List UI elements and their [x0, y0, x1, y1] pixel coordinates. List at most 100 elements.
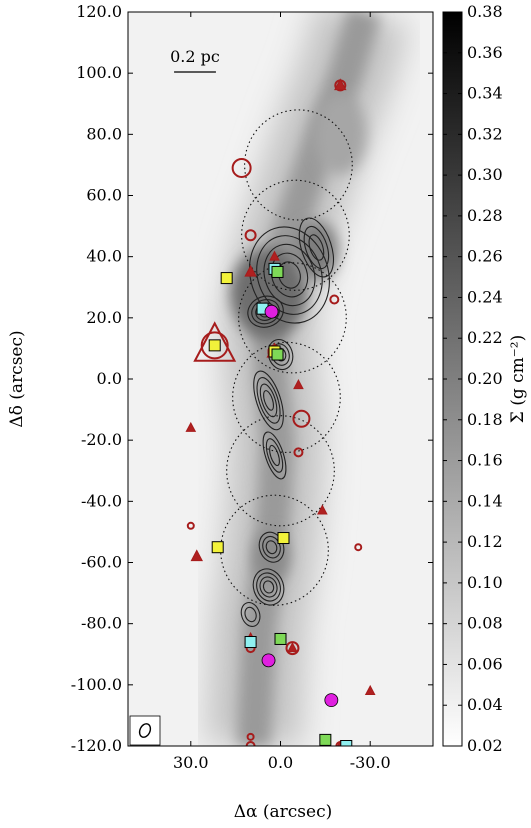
y-tick-label: 120.0	[76, 2, 122, 21]
x-tick-label: 30.0	[173, 753, 209, 772]
colorbar-tick-label: 0.22	[467, 328, 503, 347]
contour-level	[262, 431, 287, 480]
x-tick-label: -30.0	[350, 753, 391, 772]
y-tick-label: -80.0	[81, 614, 122, 633]
source-markers	[185, 78, 376, 746]
red-circle-marker	[186, 521, 195, 530]
y-tick-label: -100.0	[71, 675, 122, 694]
cyan-square-marker	[244, 636, 257, 649]
colorbar-tick-label: 0.28	[467, 206, 503, 225]
colorbar-tick-label: 0.18	[467, 410, 503, 429]
magenta-dot-marker	[264, 304, 279, 319]
colorbar-tick-label: 0.36	[467, 43, 503, 62]
contour-level	[308, 234, 325, 261]
colorbar-tick-label: 0.12	[467, 532, 503, 551]
contour-level	[263, 390, 275, 411]
contour-level	[303, 225, 330, 270]
y-tick-label: -20.0	[81, 430, 122, 449]
contour-level	[263, 243, 316, 307]
red-circle-marker	[245, 741, 256, 746]
green-square-marker	[319, 733, 332, 746]
contour-level	[259, 576, 278, 598]
y-tick-label: 100.0	[76, 63, 122, 82]
red-circle-marker	[293, 447, 304, 458]
colorbar-tick-label: 0.04	[467, 695, 503, 714]
yellow-square-marker	[208, 339, 221, 352]
y-tick-label: 80.0	[86, 124, 122, 143]
contour-level	[253, 370, 284, 431]
red-circle-marker	[246, 732, 255, 741]
contour-level	[269, 444, 280, 467]
colorbar-tick-label: 0.14	[467, 491, 503, 510]
colorbar-tick-label: 0.02	[467, 736, 503, 755]
field-circle	[226, 415, 335, 527]
contour-level	[262, 535, 281, 559]
red-triangle-marker	[193, 321, 237, 362]
contour-level	[256, 572, 281, 602]
contour-level	[247, 295, 284, 328]
red-triangle-marker	[269, 250, 280, 261]
beam-ellipse	[138, 723, 152, 738]
red-triangle-marker	[244, 264, 257, 277]
colorbar-tick-label: 0.24	[467, 287, 503, 306]
cyan-square-marker	[340, 740, 353, 746]
yellow-square-marker	[277, 532, 290, 545]
yellow-square-marker	[220, 272, 233, 285]
dense-clump	[230, 247, 307, 340]
field-circle	[241, 179, 350, 291]
contour-level	[244, 606, 257, 623]
colorbar-tick-label: 0.34	[467, 84, 503, 103]
red-triangle-marker	[334, 78, 347, 91]
x-tick-label: 0.0	[268, 753, 293, 772]
magenta-dot-marker	[324, 693, 339, 708]
red-circle-marker	[231, 157, 252, 178]
magenta-dot-marker	[261, 653, 276, 668]
axis-ticks: 120.0 100.0 80.0 60.0 40.0 20.0 0.0 -20.0 -40.0 -…	[71, 2, 433, 772]
field-circle	[220, 494, 329, 606]
field-circle	[238, 262, 347, 374]
colorbar-tick-label: 0.06	[467, 654, 503, 673]
contour-level	[298, 217, 335, 278]
colorbar-label: Σ (g cm⁻²)	[508, 335, 528, 423]
y-tick-label: 0.0	[97, 369, 122, 388]
contour-level	[265, 438, 284, 473]
emission-contours	[240, 217, 335, 628]
y-tick-label: 40.0	[86, 247, 122, 266]
y-tick-label: -120.0	[71, 736, 122, 755]
green-square-marker	[274, 632, 287, 645]
contour-level	[265, 540, 278, 555]
red-circle-marker	[292, 409, 311, 428]
contour-level	[248, 226, 330, 324]
contour-level	[256, 235, 323, 315]
contour-level	[262, 580, 275, 594]
scale-bar-label: 0.2 pc	[170, 47, 220, 66]
contour-level	[270, 252, 309, 298]
y-axis-label: Δδ (arcsec)	[7, 330, 27, 427]
beam-box	[129, 715, 161, 746]
red-circle-marker	[354, 543, 363, 552]
y-tick-label: -40.0	[81, 491, 122, 510]
red-triangle-marker	[317, 504, 328, 515]
y-tick-label: 60.0	[86, 186, 122, 205]
red-triangle-marker	[185, 421, 197, 432]
green-square-marker	[271, 265, 284, 278]
colorbar-tick-label: 0.16	[467, 451, 503, 470]
contour-level	[251, 299, 280, 325]
contour-level	[252, 568, 285, 606]
scale-bar: 0.2 pc	[170, 47, 220, 73]
y-tick-label: 20.0	[86, 308, 122, 327]
red-circle-marker	[200, 331, 229, 360]
yellow-square-marker	[211, 541, 224, 554]
red-triangle-marker	[293, 379, 304, 390]
colorbar-tick-label: 0.26	[467, 247, 503, 266]
observed-fields	[220, 109, 353, 606]
red-triangle-marker	[287, 642, 298, 653]
colorbar: 0.38 0.36 0.34 0.32 0.30 0.28 0.26 0.24 0.22 0.20…	[442, 2, 528, 755]
green-square-marker	[271, 348, 284, 361]
colorbar-tick-label: 0.08	[467, 614, 503, 633]
colorbar-tick-label: 0.38	[467, 2, 503, 21]
dense-clump	[314, 94, 367, 175]
red-circle-marker	[244, 229, 257, 242]
contour-level	[256, 377, 281, 424]
